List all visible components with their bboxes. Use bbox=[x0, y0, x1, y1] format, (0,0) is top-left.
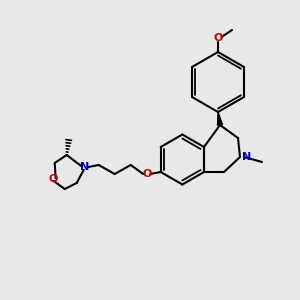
Text: O: O bbox=[48, 174, 57, 184]
Polygon shape bbox=[218, 112, 223, 125]
Text: N: N bbox=[80, 162, 89, 172]
Text: O: O bbox=[213, 33, 223, 43]
Text: N: N bbox=[242, 152, 252, 162]
Text: O: O bbox=[142, 169, 152, 179]
